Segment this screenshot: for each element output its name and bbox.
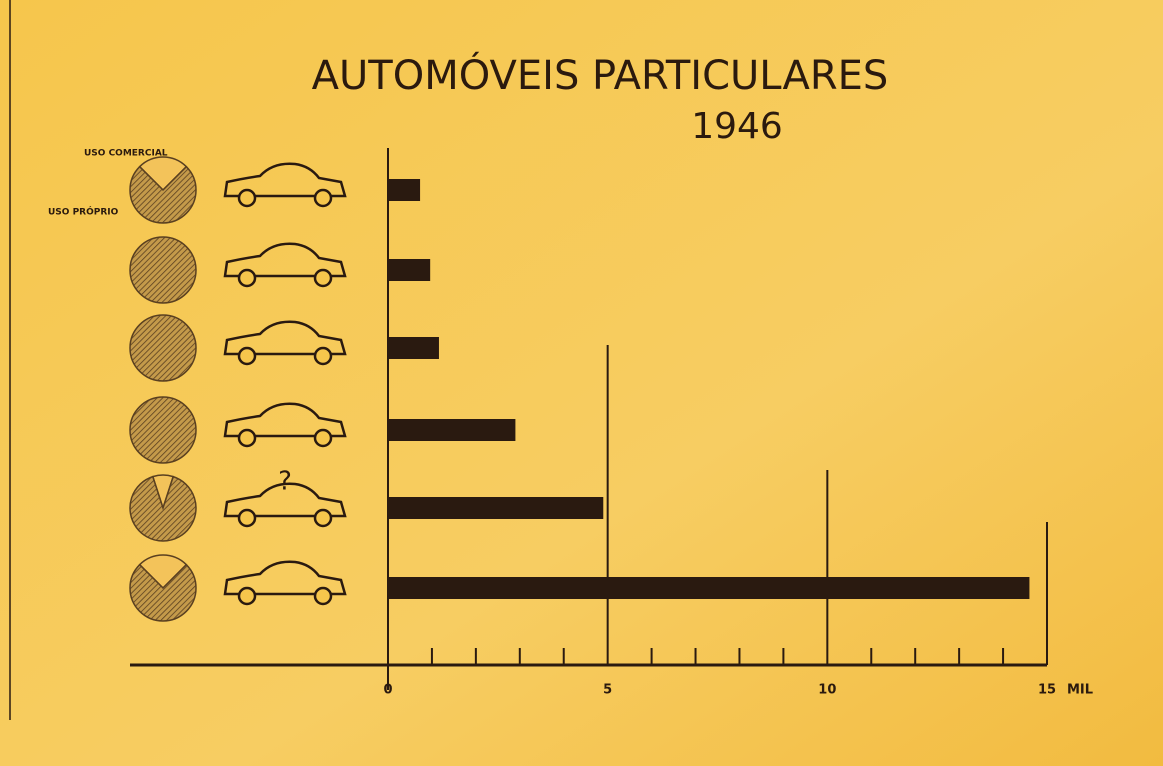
question-mark: ? — [278, 467, 292, 497]
pie-slice — [130, 397, 196, 463]
chart-title: AUTOMÓVEIS PARTICULARES — [312, 51, 889, 99]
bar — [388, 419, 515, 441]
x-unit: MIL — [1067, 683, 1093, 698]
x-tick-label: 0 — [383, 683, 392, 698]
pie-slice — [130, 315, 196, 381]
x-tick-label: 15 — [1038, 683, 1056, 698]
bar — [388, 179, 420, 201]
chart: AUTOMÓVEIS PARTICULARES 1946 USO COMERCI… — [0, 0, 1163, 766]
x-tick-label: 5 — [603, 683, 612, 698]
bar — [388, 337, 439, 359]
pie-slice — [130, 237, 196, 303]
bar — [388, 497, 603, 519]
bar — [388, 259, 430, 281]
background — [0, 0, 1163, 766]
legend-label: USO PRÓPRIO — [48, 206, 119, 218]
x-tick-label: 10 — [818, 683, 836, 698]
legend-label: USO COMERCIAL — [84, 149, 168, 159]
chart-subtitle: 1946 — [691, 106, 783, 147]
bar — [388, 577, 1029, 599]
